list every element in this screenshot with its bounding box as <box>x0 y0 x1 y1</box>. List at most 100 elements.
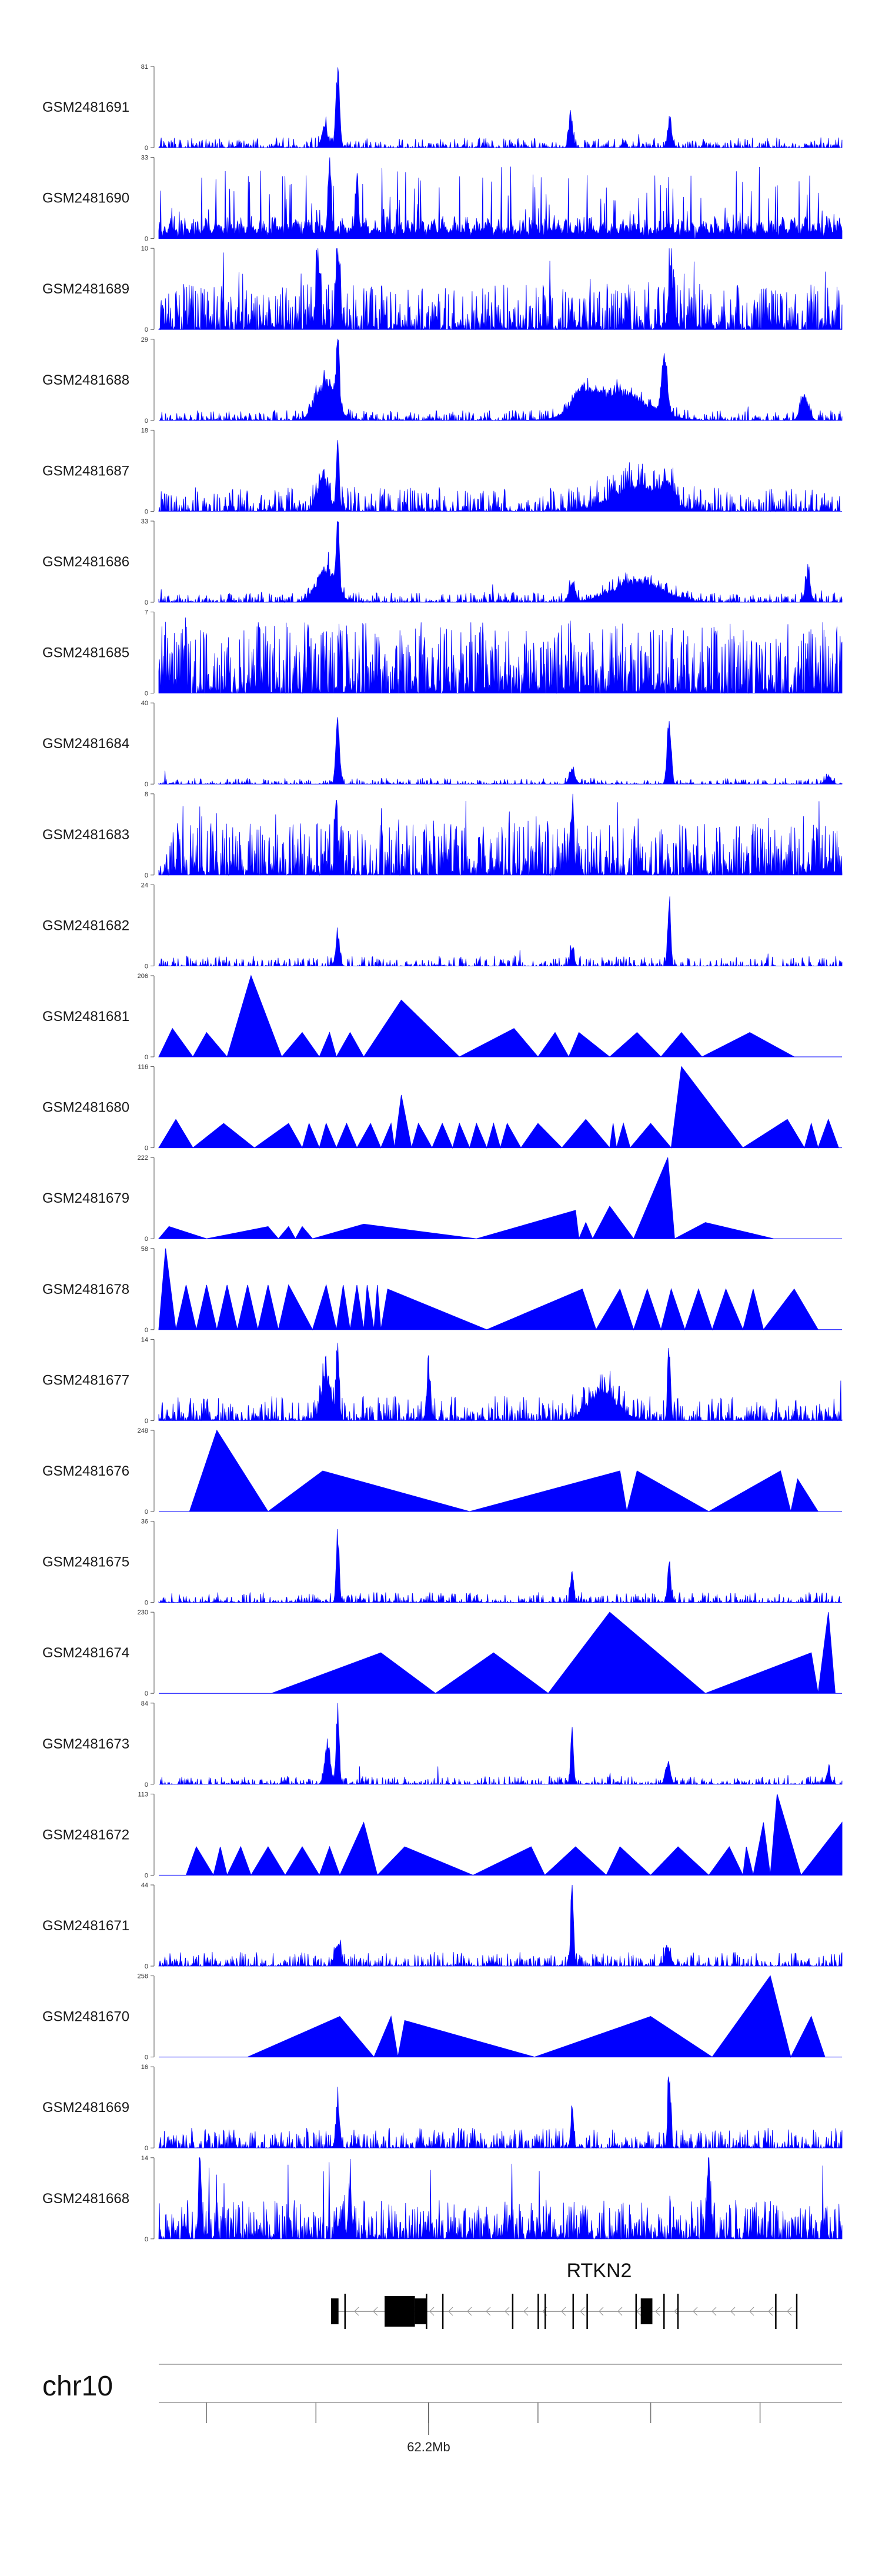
track-GSM2481670: GSM2481670 258 0 <box>42 1973 842 2061</box>
track-signal-area <box>158 67 843 149</box>
track-GSM2481688: GSM2481688 29 0 <box>42 336 843 425</box>
track-signal-area <box>159 1429 842 1512</box>
track-label: GSM2481670 <box>42 2009 129 2025</box>
track-signal-area <box>158 248 843 331</box>
track-label: GSM2481681 <box>42 1009 129 1025</box>
track-signal-area <box>158 520 843 603</box>
track-signal-area <box>158 717 843 785</box>
track-ymin-label: 0 <box>145 1690 148 1697</box>
track-signal-area <box>158 1343 843 1422</box>
track-label: GSM2481683 <box>42 827 129 843</box>
track-label: GSM2481669 <box>42 2100 129 2115</box>
track-ymin-label: 0 <box>145 1145 148 1152</box>
track-GSM2481681: GSM2481681 206 0 <box>42 973 842 1061</box>
track-ymax-label: 222 <box>138 1154 148 1162</box>
track-signal-area <box>158 440 842 512</box>
track-ymin-label: 0 <box>145 1600 148 1607</box>
track-ymin-label: 0 <box>145 236 148 243</box>
strand-arrow <box>768 2307 773 2316</box>
track-ymax-label: 230 <box>138 1609 148 1616</box>
track-GSM2481691: GSM2481691 81 0 <box>42 64 843 152</box>
track-ymax-label: 40 <box>141 700 148 707</box>
track-ymin-label: 0 <box>145 1236 148 1243</box>
track-ymin-label: 0 <box>145 1417 148 1424</box>
track-label: GSM2481685 <box>42 645 129 661</box>
track-label: GSM2481677 <box>42 1372 129 1388</box>
track-ymin-label: 0 <box>145 1963 148 1970</box>
track-ymax-label: 16 <box>141 2064 148 2071</box>
track-label: GSM2481682 <box>42 917 129 933</box>
gene-annotation-track: RTKN2 <box>331 2260 798 2329</box>
track-signal-area <box>158 157 843 239</box>
track-signal-area <box>159 338 843 422</box>
track-signal-area <box>159 1794 843 1877</box>
track-signal-area <box>159 1975 842 2058</box>
track-signal-area <box>158 2157 843 2240</box>
track-ymin-label: 0 <box>145 508 148 515</box>
strand-arrow <box>505 2307 510 2316</box>
track-signal-area <box>158 617 843 694</box>
strand-arrow <box>354 2307 359 2316</box>
track-ymax-label: 116 <box>138 1064 148 1071</box>
strand-arrow <box>599 2307 604 2316</box>
track-ymax-label: 113 <box>138 1791 148 1798</box>
track-ymin-label: 0 <box>145 1781 148 1788</box>
strand-arrow <box>787 2307 792 2316</box>
gene-exon <box>415 2298 427 2324</box>
track-ymax-label: 81 <box>141 64 148 71</box>
track-ymin-label: 0 <box>145 690 148 698</box>
gene-exon <box>640 2298 653 2324</box>
track-GSM2481682: GSM2481682 24 0 <box>42 882 843 970</box>
gene-exon <box>385 2296 415 2327</box>
track-ymin-label: 0 <box>145 599 148 606</box>
track-ymax-label: 29 <box>141 336 148 343</box>
track-ymax-label: 8 <box>145 791 148 798</box>
track-label: GSM2481684 <box>42 736 129 752</box>
track-label: GSM2481671 <box>42 1918 129 1934</box>
track-ymax-label: 10 <box>141 245 148 252</box>
track-label: GSM2481668 <box>42 2191 129 2207</box>
track-ymin-label: 0 <box>145 1327 148 1334</box>
chromosome-label: chr10 <box>42 2371 113 2402</box>
strand-arrow <box>561 2307 566 2316</box>
strand-arrow <box>523 2307 529 2316</box>
track-GSM2481687: GSM2481687 18 0 <box>42 427 842 515</box>
track-label: GSM2481674 <box>42 1645 129 1661</box>
track-GSM2481674: GSM2481674 230 0 <box>42 1609 842 1697</box>
gene-name-label: RTKN2 <box>567 2260 632 2282</box>
track-label: GSM2481688 <box>42 372 129 388</box>
track-GSM2481676: GSM2481676 248 0 <box>42 1427 842 1516</box>
track-GSM2481671: GSM2481671 44 0 <box>42 1882 843 1970</box>
track-signal-area <box>158 1248 842 1331</box>
track-signal-area <box>158 1157 842 1240</box>
strand-arrow <box>448 2307 453 2316</box>
strand-arrow <box>674 2307 679 2316</box>
track-signal-area <box>159 1703 843 1786</box>
track-signal-area <box>158 2076 843 2149</box>
track-ymax-label: 24 <box>141 882 148 889</box>
track-signal-area <box>158 1066 842 1149</box>
track-label: GSM2481680 <box>42 1100 129 1116</box>
track-label: GSM2481687 <box>42 463 129 479</box>
track-GSM2481686: GSM2481686 33 0 <box>42 518 843 606</box>
strand-arrow <box>580 2307 585 2316</box>
track-GSM2481673: GSM2481673 84 0 <box>42 1700 843 1788</box>
track-label: GSM2481690 <box>42 191 129 206</box>
track-GSM2481683: GSM2481683 8 0 <box>42 791 843 879</box>
strand-arrow <box>711 2307 717 2316</box>
track-ymin-label: 0 <box>145 2236 148 2243</box>
strand-arrow <box>655 2307 660 2316</box>
strand-arrow <box>373 2307 378 2316</box>
track-ymin-label: 0 <box>145 963 148 970</box>
strand-arrow <box>467 2307 472 2316</box>
track-label: GSM2481672 <box>42 1827 129 1843</box>
track-label: GSM2481673 <box>42 1736 129 1752</box>
track-signal-area <box>158 1884 843 1967</box>
track-ymin-label: 0 <box>145 1509 148 1516</box>
track-label: GSM2481675 <box>42 1554 129 1570</box>
strand-arrow <box>486 2307 491 2316</box>
track-ymin-label: 0 <box>145 1054 148 1061</box>
track-ymin-label: 0 <box>145 326 148 333</box>
track-ymin-label: 0 <box>145 781 148 788</box>
track-signal-area <box>159 1611 842 1694</box>
